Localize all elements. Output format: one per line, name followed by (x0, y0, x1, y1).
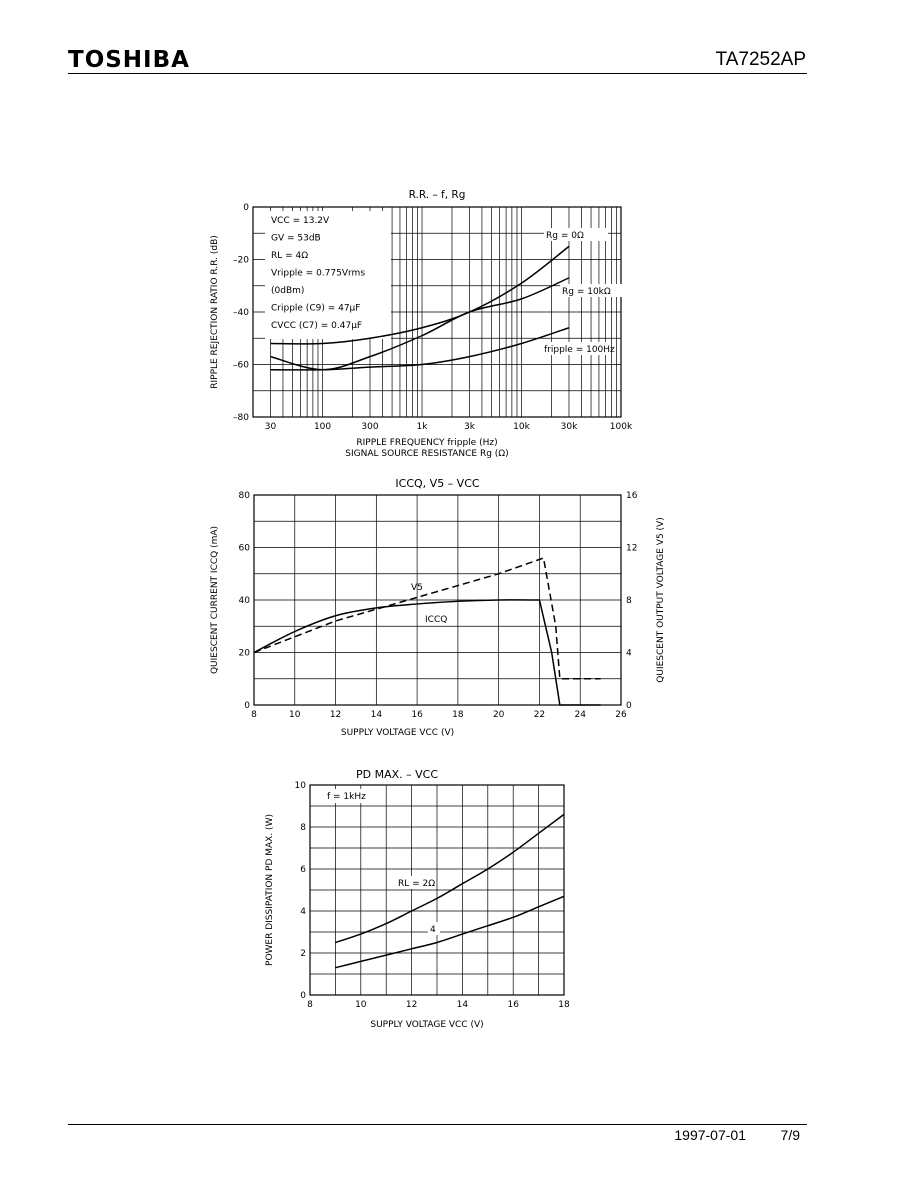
chart-title: PD MAX. – VCC (356, 768, 438, 781)
series-line-0 (270, 245, 570, 345)
condition-text: (0dBm) (271, 286, 304, 296)
x-tick-label: 18 (558, 1000, 570, 1010)
condition-text: GV = 53dB (271, 234, 321, 244)
footer-rule (68, 1124, 807, 1125)
series-label-bg (560, 284, 624, 297)
x-tick-label: 18 (452, 710, 464, 720)
series-label: Rg = 10kΩ (562, 287, 611, 297)
condition-text: Vripple = 0.775Vrms (271, 269, 365, 279)
series-label: fripple = 100Hz (544, 345, 615, 355)
x-tick-label: 8 (307, 1000, 313, 1010)
chart-ripple-rejection: VCC = 13.2V GV = 53dB RL = 4Ω Vripple = 0.7… (210, 189, 633, 459)
y-tick-label: –20 (233, 256, 249, 266)
y-tick-label: 4 (300, 907, 306, 917)
conditions-box (265, 211, 391, 339)
condition-text: VCC = 13.2V (271, 216, 330, 226)
x-tick-label: 12 (330, 710, 341, 720)
condition-text: CVCC (C7) = 0.47μF (271, 321, 362, 331)
condition-text: Cripple (C9) = 47μF (271, 304, 360, 314)
x-tick-label: 1k (417, 422, 429, 432)
x-tick-label: 3k (464, 422, 476, 432)
x-axis-label: SUPPLY VOLTAGE VCC (V) (370, 1020, 483, 1030)
series-label: Rg = 0Ω (546, 231, 584, 241)
series-label-bg (544, 228, 608, 241)
y-tick-label: –40 (233, 308, 249, 318)
x-tick-label: 100k (610, 422, 633, 432)
x-tick-label: 300 (361, 422, 378, 432)
y-tick-label: 60 (239, 544, 251, 554)
x-tick-label: 16 (411, 710, 423, 720)
x-axis-label: SUPPLY VOLTAGE VCC (V) (341, 728, 454, 738)
series-label-bg (396, 876, 436, 889)
y-tick-label: 8 (300, 823, 306, 833)
y-right-tick-label: 8 (626, 596, 632, 606)
y-right-axis-label: QUIESCENT OUTPUT VOLTAGE V5 (V) (656, 517, 666, 682)
y-right-tick-label: 4 (626, 649, 632, 659)
series-line-0 (335, 813, 565, 944)
series-label-bg (428, 922, 440, 935)
y-tick-label: –60 (233, 361, 249, 371)
y-axis-label: RIPPLE REJECTION RATIO R.R. (dB) (210, 235, 220, 389)
x-tick-label: 26 (615, 710, 627, 720)
x-tick-label: 8 (251, 710, 257, 720)
x-tick-label: 30 (265, 422, 277, 432)
series-label: 4 (430, 925, 436, 935)
plot-frame (309, 784, 565, 996)
x-tick-label: 10 (355, 1000, 367, 1010)
annotation-text: f = 1kHz (327, 792, 366, 802)
x-axis-label: RIPPLE FREQUENCY fripple (Hz) (356, 438, 497, 448)
y-tick-label: 2 (300, 949, 306, 959)
footer-date: 1997-07-01 (674, 1127, 746, 1143)
plot-frame (253, 494, 622, 706)
header-rule (68, 73, 807, 74)
footer-page-number: 7/9 (780, 1127, 800, 1143)
x-tick-label: 20 (493, 710, 505, 720)
chart-quiescent: 0 20 40 60 80 0 4 8 12 16 8 10 12 14 16 18 20 22 24 26 ICCQ,… (210, 477, 666, 738)
y-tick-label: 40 (239, 596, 251, 606)
series-label: RL = 2Ω (398, 879, 435, 889)
x-tick-label: 16 (507, 1000, 519, 1010)
brand-logo: TOSHIBA (68, 47, 190, 73)
y-tick-label: 80 (239, 491, 251, 501)
y-tick-label: 0 (300, 991, 306, 1001)
series-label: ICCQ (425, 615, 447, 625)
y-tick-label: 0 (244, 701, 250, 711)
x-tick-label: 10 (289, 710, 301, 720)
part-number: TA7252AP (715, 49, 806, 70)
chart-pd-max: 0 2 4 6 8 10 8 10 12 14 16 18 PD MAX. – VCC SUPPLY VO… (265, 768, 570, 1030)
y-axis-label: QUIESCENT CURRENT ICCQ (mA) (210, 526, 220, 674)
y-right-tick-label: 0 (626, 701, 632, 711)
series-label: V5 (411, 583, 423, 593)
series-label-bg (542, 342, 606, 355)
plot-frame (252, 206, 622, 418)
y-tick-label: 20 (239, 649, 251, 659)
series-line-v5 (253, 557, 601, 680)
series-line-2 (270, 327, 570, 371)
chart-title: R.R. – f, Rg (409, 189, 466, 201)
condition-text: RL = 4Ω (271, 251, 308, 261)
x-tick-label: 14 (457, 1000, 469, 1010)
series-line-iccq (253, 599, 601, 706)
y-tick-label: 0 (243, 203, 249, 213)
y-right-tick-label: 16 (626, 491, 638, 501)
x-tick-label: 14 (371, 710, 383, 720)
y-tick-label: 6 (300, 865, 306, 875)
y-axis-label: POWER DISSIPATION PD MAX. (W) (265, 814, 275, 966)
series-line-1 (335, 895, 565, 969)
x-tick-label: 12 (406, 1000, 417, 1010)
annotation-bg (322, 789, 372, 803)
x-tick-label: 24 (574, 710, 586, 720)
y-tick-label: 10 (295, 781, 307, 791)
x-axis-label-2: SIGNAL SOURCE RESISTANCE Rg (Ω) (345, 449, 508, 459)
y-tick-label: –80 (233, 413, 249, 423)
x-tick-label: 30k (561, 422, 578, 432)
y-right-tick-label: 12 (626, 544, 637, 554)
x-tick-label: 10k (513, 422, 530, 432)
x-tick-label: 100 (314, 422, 331, 432)
chart-title: ICCQ, V5 – VCC (395, 477, 479, 490)
x-tick-label: 22 (534, 710, 545, 720)
